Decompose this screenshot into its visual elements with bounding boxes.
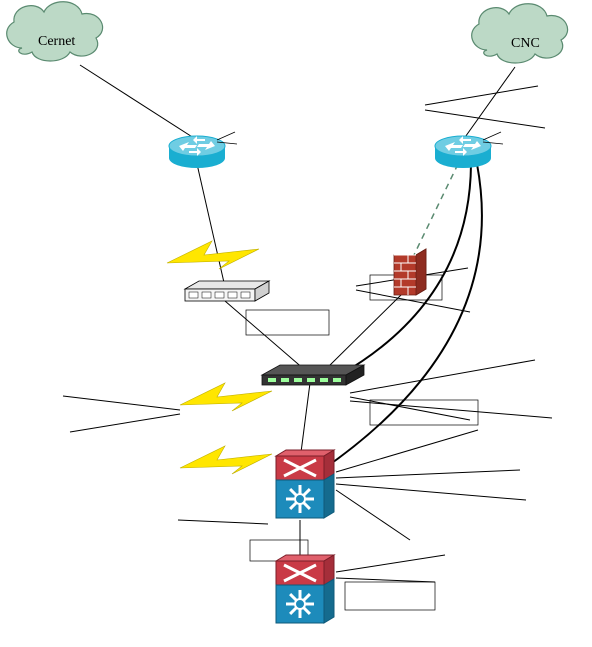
switch-icon — [262, 365, 364, 385]
layer3-switch-icon — [276, 450, 334, 518]
rack-server-icon — [185, 281, 269, 301]
router-icon — [435, 132, 503, 168]
cloud: Cernet — [7, 2, 103, 61]
cloud-label: Cernet — [38, 34, 75, 49]
firewall-icon — [394, 249, 426, 295]
cloud: CNC — [472, 4, 568, 63]
layer3-switch-icon — [276, 555, 334, 623]
router-icon — [169, 132, 237, 168]
cloud-label: CNC — [511, 36, 540, 51]
